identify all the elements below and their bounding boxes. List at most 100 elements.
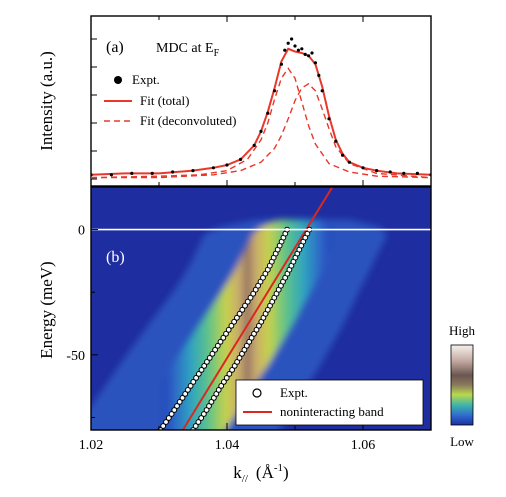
- expt-point-a: [290, 37, 294, 41]
- legend-fit-deconv-label: Fit (deconvoluted): [140, 113, 236, 128]
- colorbar-low-label: Low: [450, 434, 474, 449]
- expt-points-a: [91, 37, 431, 177]
- expt-band-left-point: [165, 415, 172, 421]
- expt-band-right-points: [190, 226, 313, 430]
- expt-point-a: [317, 73, 321, 77]
- expt-band-right-point: [195, 419, 202, 425]
- expt-band-left-point: [212, 346, 219, 353]
- expt-band-left-point: [239, 306, 246, 313]
- expt-band-right-point: [229, 367, 236, 373]
- panel-b-ylabel: Energy (meV): [37, 261, 56, 358]
- expt-point-a: [341, 153, 345, 157]
- y-tick-label: -50: [66, 349, 85, 364]
- x-tick-label: 1.02: [79, 438, 104, 453]
- expt-band-left-point: [179, 395, 186, 401]
- expt-point-a: [91, 173, 93, 177]
- expt-band-left-point: [234, 314, 240, 321]
- x-tick-label: 1.06: [351, 438, 376, 453]
- panel-a-label: (a): [106, 39, 124, 56]
- legend-b-expt-marker: [252, 388, 262, 398]
- colorbar-high-label: High: [449, 323, 476, 338]
- expt-band-left-point: [201, 363, 208, 369]
- expt-point-a: [375, 169, 379, 173]
- expt-band-right-point: [208, 399, 215, 405]
- fit-total-curve: [91, 47, 431, 176]
- panel-a-mdc-chart: (a) MDC at EF Expt. Fit (total) Fit (dec…: [37, 15, 432, 187]
- expt-point-a: [225, 163, 229, 167]
- expt-band-left-point: [206, 355, 213, 361]
- expt-band-left-point: [168, 411, 175, 417]
- expt-point-a: [307, 54, 311, 58]
- panel-b-label: (b): [106, 249, 125, 266]
- fit-deconvoluted-curve-1: [91, 67, 431, 179]
- panel-a-title: MDC at EF: [156, 41, 220, 59]
- expt-band-left-point: [231, 318, 238, 325]
- panel-a-ticks: [90, 16, 432, 186]
- expt-band-right-point: [236, 355, 243, 361]
- expt-point-a: [334, 139, 338, 143]
- expt-band-left-point: [174, 403, 180, 409]
- expt-band-left-point: [193, 375, 200, 381]
- expt-point-a: [239, 157, 243, 161]
- expt-band-left-point: [225, 326, 232, 333]
- panel-b-legend-box: [235, 379, 424, 426]
- expt-band-left-point: [228, 322, 235, 329]
- expt-point-a: [327, 117, 331, 121]
- panel-a-ylabel: Intensity (a.u.): [37, 51, 56, 151]
- expt-point-a: [361, 166, 365, 170]
- expt-band-left-point: [223, 330, 229, 337]
- expt-point-a: [191, 169, 195, 173]
- panel-a-title-main: MDC at E: [156, 41, 214, 56]
- panel-b-frame: [90, 186, 432, 431]
- expt-point-a: [211, 166, 215, 170]
- expt-point-a: [150, 171, 154, 175]
- panel-a-legend: Expt. Fit (total) Fit (deconvoluted): [104, 72, 236, 128]
- expt-band-right-point: [198, 415, 205, 421]
- expt-band-left-point: [163, 419, 169, 425]
- expt-band-left-points: [157, 226, 291, 430]
- expt-band-right-point: [206, 403, 212, 409]
- panel-b-ticks: 1.02 1.04 1.06 0 -50: [66, 224, 432, 453]
- expt-point-a: [402, 171, 406, 175]
- expt-band-left-point: [176, 399, 183, 405]
- legend-fit-total-label: Fit (total): [140, 93, 189, 108]
- expt-band-left-point: [195, 371, 202, 377]
- expt-point-a: [388, 170, 392, 174]
- expt-point-a: [320, 89, 324, 93]
- expt-point-a: [429, 173, 431, 177]
- expt-band-right-point: [215, 387, 222, 393]
- expt-point-a: [415, 171, 419, 175]
- expt-point-a: [293, 44, 297, 48]
- expt-band-right-point: [226, 371, 233, 377]
- expt-point-a: [130, 171, 134, 175]
- expt-point-a: [347, 160, 351, 164]
- expt-point-a: [313, 61, 317, 65]
- panel-b-heatmap-chart: 1.02 1.04 1.06 0 -50 (b) Expt. noninteractin…: [37, 186, 432, 485]
- expt-point-a: [296, 48, 300, 52]
- expt-band-right-point: [192, 423, 199, 429]
- colorbar: High Low: [449, 323, 476, 449]
- expt-band-left-point: [198, 367, 205, 373]
- expt-point-a: [273, 89, 277, 93]
- xlabel-k: k: [233, 463, 242, 482]
- panel-b-legend: Expt. noninteracting band: [235, 379, 424, 426]
- expt-band-left-point: [204, 359, 210, 365]
- panel-a-frame: [90, 15, 432, 187]
- expt-point-a: [252, 143, 256, 147]
- expt-point-a: [310, 51, 314, 55]
- legend-expt-label: Expt.: [132, 72, 160, 87]
- expt-band-left-point: [217, 338, 224, 345]
- expt-point-a: [259, 129, 263, 133]
- expt-band-left-point: [187, 383, 194, 389]
- legend-expt-marker: [114, 76, 122, 84]
- expt-band-right-point: [251, 330, 257, 337]
- expt-point-a: [283, 48, 287, 52]
- expt-point-a: [109, 173, 113, 177]
- xlabel-unit-close: ): [283, 463, 289, 482]
- expt-band-left-point: [190, 379, 197, 385]
- fit-deconvoluted-curve-2: [91, 82, 431, 179]
- panel-b-xlabel: k// (Å-1): [233, 462, 288, 485]
- expt-band-left-point: [185, 387, 191, 393]
- expt-band-left-point: [182, 391, 189, 397]
- expt-point-a: [300, 47, 304, 51]
